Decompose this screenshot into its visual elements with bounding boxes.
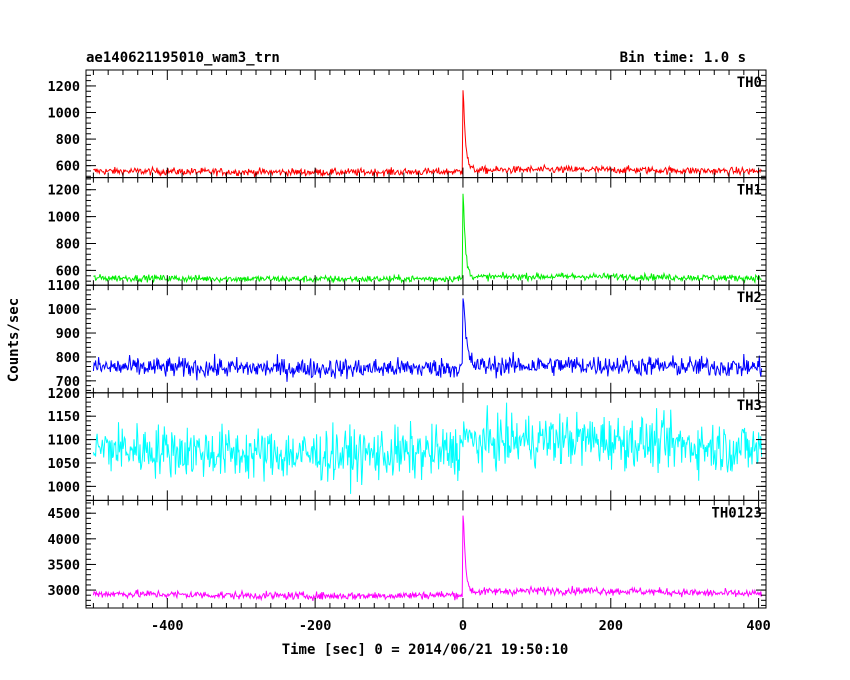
x-tick-label: 200 — [599, 618, 623, 634]
y-tick-label: 800 — [56, 237, 80, 253]
panel-th0123: 3000 3500 4000 4500 TH0123 — [47, 499, 767, 609]
series-line-th2 — [92, 298, 763, 382]
x-tick-label: 400 — [746, 618, 770, 634]
series-label-th3: TH3 — [737, 398, 762, 414]
y-tick-label: 700 — [56, 374, 80, 390]
panel-frame — [85, 284, 767, 394]
y-tick-label: 1100 — [47, 278, 80, 294]
y-tick-label: 1000 — [47, 479, 80, 495]
y-axis-label: Counts/sec — [6, 298, 22, 382]
y-tick-label: 1050 — [47, 456, 80, 472]
y-tick-label: 600 — [56, 159, 80, 175]
panels-group: 600 800 1000 1200 TH0 600 800 1000 1200 TH1 700 800… — [47, 69, 771, 634]
y-tick-label: 1200 — [47, 79, 80, 95]
y-tick-label: 1200 — [47, 386, 80, 402]
y-tick-label: 600 — [56, 263, 80, 279]
panel-frame — [85, 499, 767, 609]
x-tick-label: 0 — [459, 618, 467, 634]
y-tick-label: 1150 — [47, 409, 80, 425]
panel-th1: 600 800 1000 1200 TH1 — [47, 177, 767, 286]
panel-frame — [85, 177, 767, 286]
series-label-th0123: TH0123 — [711, 505, 762, 521]
panel-th2: 700 800 900 1000 1100 TH2 — [47, 278, 767, 394]
panel-th3: 1000 1050 1100 1150 1200 TH3 — [47, 386, 767, 501]
series-line-th3 — [92, 402, 763, 494]
x-tick-label: -200 — [299, 618, 332, 634]
y-tick-label: 1000 — [47, 302, 80, 318]
series-label-th2: TH2 — [737, 290, 762, 306]
y-tick-label: 1200 — [47, 183, 80, 199]
y-tick-label: 4000 — [47, 532, 80, 548]
y-tick-label: 3000 — [47, 583, 80, 599]
x-axis-label: Time [sec] 0 = 2014/06/21 19:50:10 — [282, 642, 569, 658]
series-label-th1: TH1 — [737, 183, 762, 199]
panel-frame — [85, 69, 767, 179]
y-tick-label: 4500 — [47, 506, 80, 522]
y-tick-label: 3500 — [47, 557, 80, 573]
y-tick-label: 1000 — [47, 210, 80, 226]
chart-title: ae140621195010_wam3_trn — [86, 50, 280, 66]
x-tick-label: -400 — [151, 618, 184, 634]
series-line-th1 — [93, 193, 762, 285]
y-tick-label: 1000 — [47, 106, 80, 122]
y-tick-label: 1100 — [47, 433, 80, 449]
y-tick-label: 800 — [56, 132, 80, 148]
y-tick-label: 800 — [56, 350, 80, 366]
panel-th0: 600 800 1000 1200 TH0 — [47, 69, 767, 179]
series-line-th0123 — [92, 515, 763, 602]
series-label-th0: TH0 — [737, 75, 762, 91]
y-tick-label: 900 — [56, 326, 80, 342]
bin-time-label: Bin time: 1.0 s — [620, 50, 746, 66]
series-line-th0 — [93, 90, 763, 178]
